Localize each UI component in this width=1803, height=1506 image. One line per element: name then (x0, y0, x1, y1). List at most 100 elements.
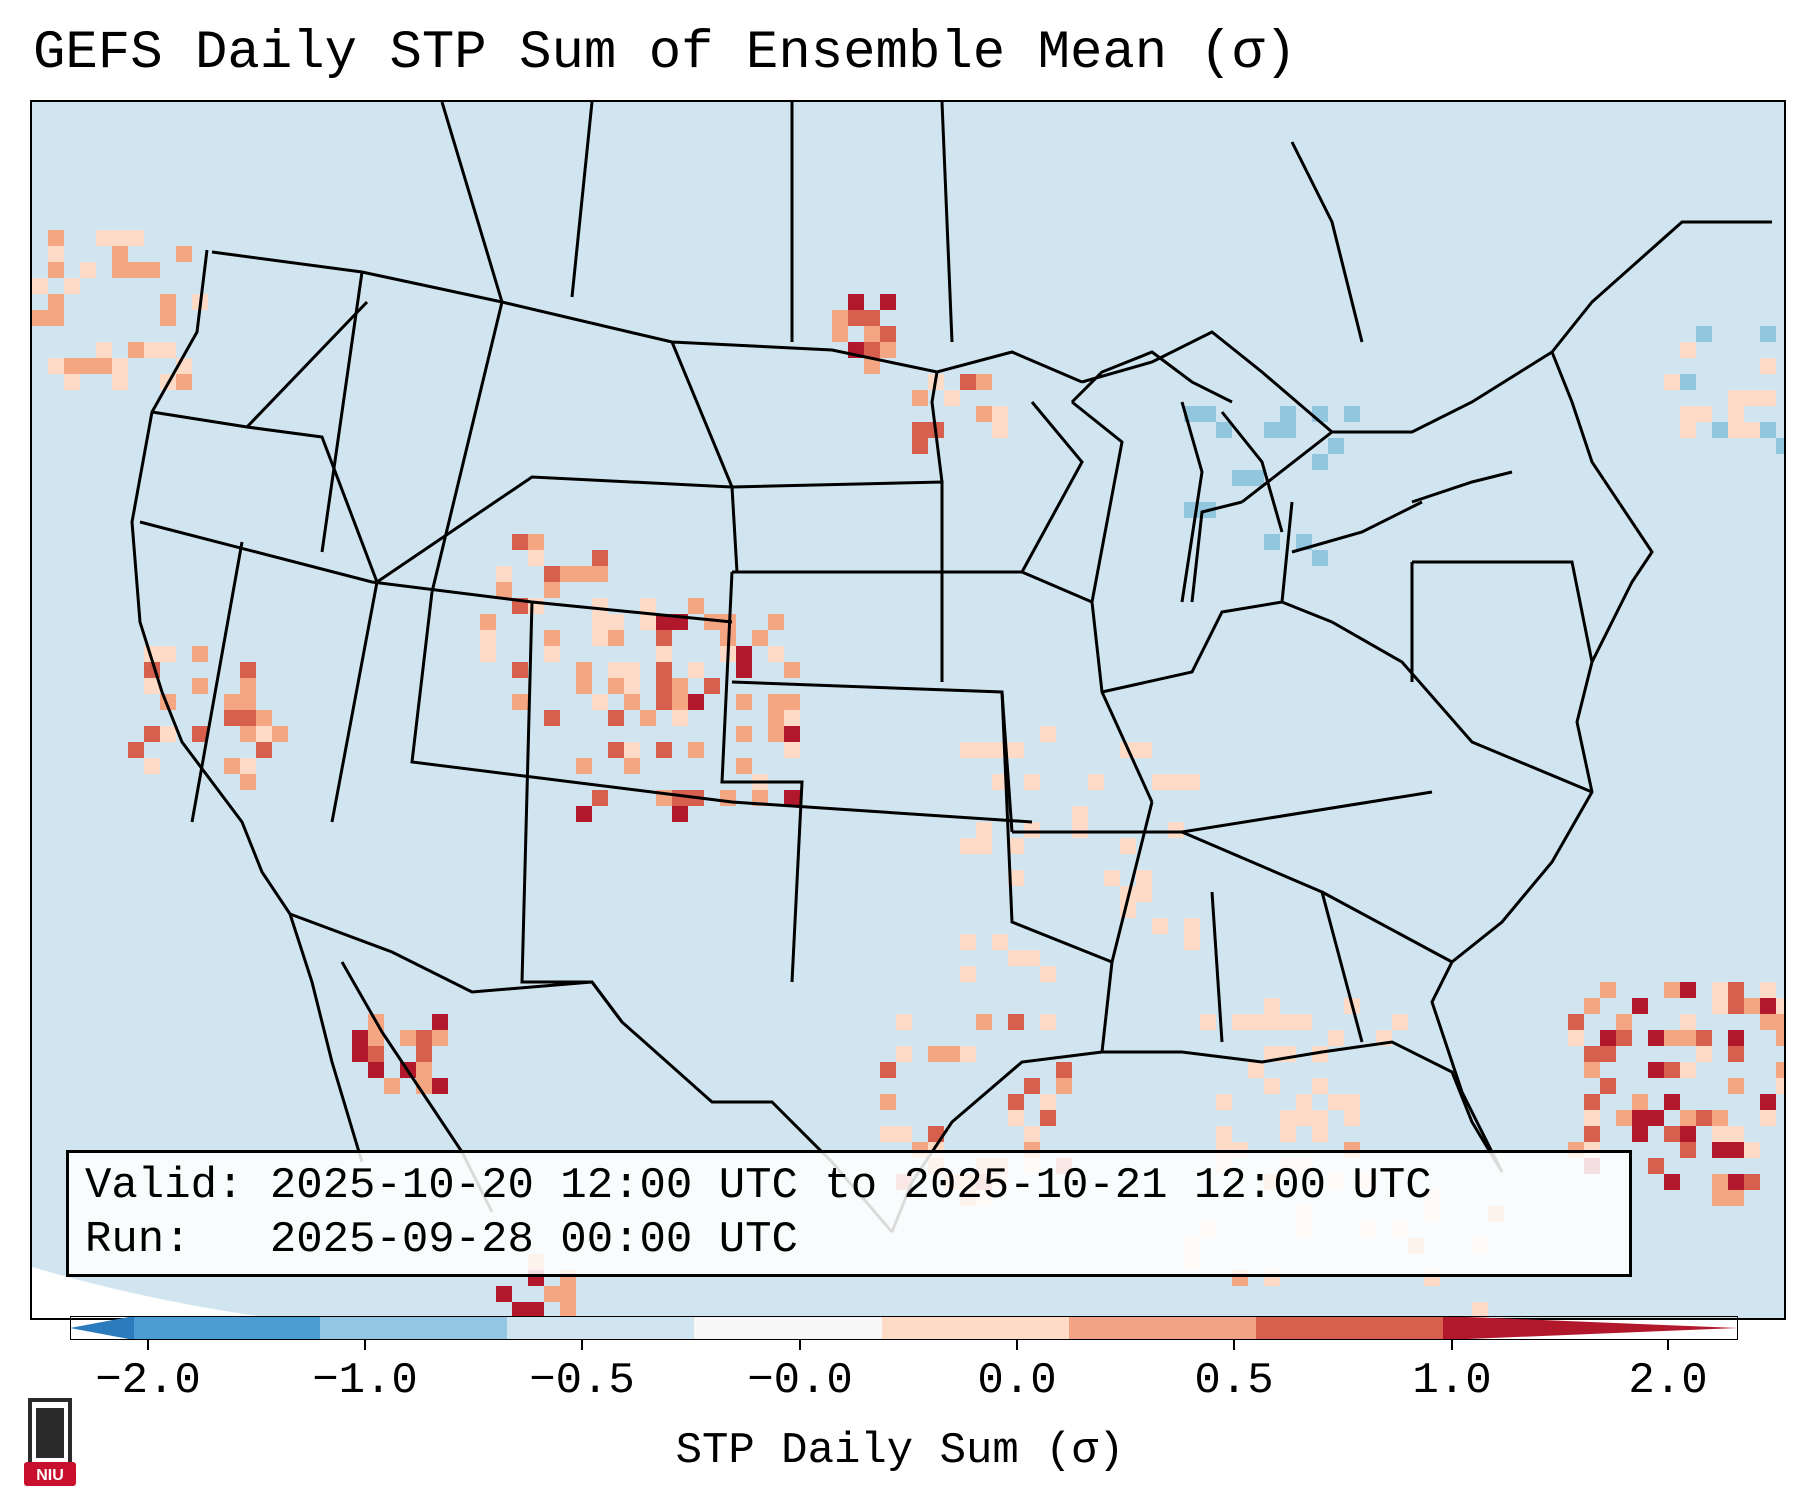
anomaly-cell (1632, 1094, 1648, 1110)
anomaly-cell (768, 646, 784, 662)
colorbar-tick-mark (1233, 1340, 1235, 1350)
colorbar-segment (882, 1316, 1069, 1340)
anomaly-cell (832, 310, 848, 326)
anomaly-cell (976, 1014, 992, 1030)
anomaly-cell (1280, 1110, 1296, 1126)
colorbar-segment (694, 1316, 882, 1340)
anomaly-cell (1680, 1110, 1696, 1126)
anomaly-cell (592, 630, 608, 646)
anomaly-cell (896, 1014, 912, 1030)
anomaly-cell (832, 326, 848, 342)
anomaly-cell (432, 1030, 448, 1046)
anomaly-cell (1184, 774, 1200, 790)
anomaly-cell (608, 742, 624, 758)
anomaly-cell (1136, 870, 1152, 886)
valid-row: Valid: 2025-10-20 12:00 UTC to 2025-10-2… (85, 1159, 1613, 1213)
anomaly-cell (1728, 1046, 1744, 1062)
anomaly-cell (512, 1302, 528, 1318)
anomaly-cell (1680, 1030, 1696, 1046)
anomaly-cell (128, 342, 144, 358)
map-canvas (32, 102, 1784, 1318)
anomaly-cell (1728, 1142, 1744, 1158)
anomaly-cell (576, 662, 592, 678)
anomaly-cell (1616, 1110, 1632, 1126)
anomaly-cell (592, 566, 608, 582)
colorbar-tick-label: −0.0 (747, 1356, 853, 1406)
anomaly-cell (960, 838, 976, 854)
anomaly-cell (1312, 1110, 1328, 1126)
anomaly-cell (496, 566, 512, 582)
anomaly-cell (912, 422, 928, 438)
anomaly-cell (1616, 1030, 1632, 1046)
colorbar-tick-label: 0.5 (1194, 1356, 1274, 1406)
anomaly-cell (1344, 1110, 1360, 1126)
anomaly-cell (112, 246, 128, 262)
state-boundaries (130, 102, 1772, 1233)
anomaly-cell (704, 678, 720, 694)
anomaly-cell (944, 390, 960, 406)
anomaly-cell (1568, 1030, 1584, 1046)
anomaly-cell (704, 614, 720, 630)
anomaly-cell (480, 614, 496, 630)
anomaly-cell (672, 790, 688, 806)
anomaly-cell (1040, 1014, 1056, 1030)
anomaly-cell (1728, 982, 1744, 998)
anomaly-cell (144, 678, 160, 694)
anomaly-cell (1648, 1062, 1664, 1078)
anomaly-cell (1728, 422, 1744, 438)
anomaly-cell (672, 806, 688, 822)
anomaly-cell (912, 390, 928, 406)
anomaly-cell (1248, 470, 1264, 486)
anomaly-cell (608, 614, 624, 630)
anomaly-cell (1216, 422, 1232, 438)
anomaly-cell (1008, 1094, 1024, 1110)
anomaly-cell (1712, 1142, 1728, 1158)
anomaly-cell (1584, 1094, 1600, 1110)
colorbar-tick-label: 2.0 (1628, 1356, 1708, 1406)
anomaly-cell (1680, 374, 1696, 390)
anomaly-cell (144, 758, 160, 774)
anomaly-cell (1072, 806, 1088, 822)
anomaly-cell (1024, 1078, 1040, 1094)
run-value: 2025-09-28 00:00 UTC (269, 1215, 798, 1265)
anomaly-cell (848, 310, 864, 326)
anomaly-cell (1584, 1126, 1600, 1142)
anomaly-cell (1664, 982, 1680, 998)
anomaly-cell (976, 742, 992, 758)
anomaly-cell (976, 838, 992, 854)
anomaly-cell (400, 1030, 416, 1046)
niu-logo: NIU (24, 1398, 76, 1486)
anomaly-cell (80, 358, 96, 374)
anomaly-cell (688, 662, 704, 678)
anomaly-cell (592, 694, 608, 710)
anomaly-cell (1328, 1030, 1344, 1046)
anomaly-cell (640, 614, 656, 630)
anomaly-cell (1392, 1014, 1408, 1030)
anomaly-cell (1760, 982, 1776, 998)
anomaly-cell (48, 310, 64, 326)
anomaly-cell (1776, 998, 1784, 1014)
anomaly-cell (656, 678, 672, 694)
anomaly-cell (1264, 998, 1280, 1014)
anomaly-cell (1696, 1046, 1712, 1062)
anomaly-cell (672, 694, 688, 710)
anomaly-cell (608, 630, 624, 646)
anomaly-cell (96, 230, 112, 246)
anomaly-cell (224, 710, 240, 726)
anomaly-cell (48, 246, 64, 262)
anomaly-cell (272, 726, 288, 742)
anomaly-cell (64, 278, 80, 294)
anomaly-cell (1008, 838, 1024, 854)
anomaly-cell (1728, 1174, 1744, 1190)
anomaly-cell (976, 374, 992, 390)
anomaly-cell (112, 374, 128, 390)
anomaly-cell (1280, 1014, 1296, 1030)
anomaly-cell (240, 710, 256, 726)
anomaly-cell (1648, 1158, 1664, 1174)
anomaly-cell (240, 774, 256, 790)
map-panel[interactable] (30, 100, 1786, 1320)
anomaly-cell (1680, 422, 1696, 438)
anomaly-cell (544, 1286, 560, 1302)
anomaly-cell (1152, 774, 1168, 790)
anomaly-cell (1760, 358, 1776, 374)
